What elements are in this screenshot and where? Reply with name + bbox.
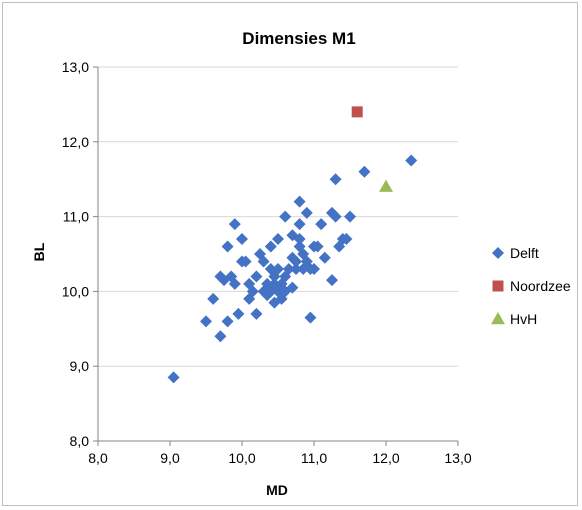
- legend-item-noordzee: Noordzee: [492, 278, 571, 294]
- y-tick-label: 8,0: [70, 433, 90, 449]
- data-point-delft: [293, 218, 306, 231]
- data-point-delft: [293, 195, 306, 208]
- x-tick-label: 12,0: [372, 450, 399, 466]
- x-tick-label: 13,0: [444, 450, 471, 466]
- data-point-delft: [272, 262, 284, 275]
- x-tick-label: 10,0: [228, 450, 255, 466]
- data-point-delft: [304, 311, 317, 324]
- data-point-delft: [340, 233, 353, 246]
- data-point-delft: [286, 281, 299, 294]
- y-tick-label: 12,0: [62, 134, 89, 150]
- y-tick-label: 11,0: [63, 209, 89, 225]
- gridlines: [98, 66, 458, 367]
- y-tick-label: 9,0: [70, 358, 90, 374]
- data-point-delft: [326, 274, 338, 287]
- data-point-delft: [236, 233, 248, 246]
- data-point-delft: [344, 210, 356, 223]
- data-point-delft: [282, 262, 295, 275]
- data-point-delft: [308, 262, 320, 275]
- data-point-delft: [228, 218, 241, 231]
- legend-marker-noordzee: [492, 280, 504, 292]
- x-tick-label: 8,0: [88, 450, 108, 466]
- data-point-delft: [293, 233, 306, 246]
- data-point-delft: [300, 206, 313, 219]
- data-point-delft: [290, 262, 302, 275]
- data-point-delft: [329, 173, 342, 186]
- data-point-delft: [232, 307, 245, 320]
- axes: [93, 66, 459, 446]
- data-point-delft: [358, 165, 371, 178]
- data-point-delft: [264, 240, 277, 253]
- data-point-delft: [250, 270, 263, 283]
- legend-marker-hvh: [491, 312, 505, 325]
- data-point-delft: [405, 154, 418, 167]
- x-tick-labels: 8,0 9,0 10,0 11,0 12,0 13,0: [88, 450, 472, 466]
- legend-label-delft: Delft: [510, 245, 539, 261]
- data-point-delft: [207, 292, 220, 305]
- legend-marker-delft: [492, 247, 504, 259]
- data-point-delft: [167, 371, 180, 384]
- data-point-delft: [228, 277, 241, 290]
- y-axis-title: BL: [31, 242, 47, 261]
- data-point-delft: [279, 210, 292, 223]
- legend-label-noordzee: Noordzee: [510, 278, 571, 294]
- data-point-delft: [290, 255, 302, 268]
- y-tick-label: 13,0: [62, 59, 89, 75]
- data-point-delft: [221, 240, 234, 253]
- data-point-delft: [318, 251, 331, 264]
- data-point-delft: [329, 210, 342, 223]
- x-axis-title: MD: [266, 482, 288, 498]
- legend: Delft Noordzee HvH: [491, 245, 571, 327]
- data-point-hvh: [379, 179, 393, 192]
- data-point-delft: [239, 255, 252, 268]
- data-point-delft: [246, 285, 259, 298]
- legend-item-hvh: HvH: [491, 311, 537, 327]
- y-tick-label: 10,0: [62, 283, 89, 299]
- data-point-delft: [311, 240, 324, 253]
- data-point-delft: [257, 255, 270, 268]
- x-tick-label: 11,0: [301, 450, 327, 466]
- chart-title: Dimensies M1: [242, 29, 355, 48]
- data-point-delft: [315, 218, 328, 231]
- data-point-delft: [272, 233, 284, 246]
- y-tick-labels: 8,0 9,0 10,0 11,0 12,0 13,0: [62, 59, 89, 449]
- data-point-delft: [200, 315, 212, 328]
- x-tick-label: 9,0: [160, 450, 180, 466]
- data-point-delft: [250, 307, 263, 320]
- data-point-delft: [221, 315, 234, 328]
- legend-item-delft: Delft: [492, 245, 539, 261]
- legend-label-hvh: HvH: [510, 311, 537, 327]
- data-point-delft: [214, 330, 227, 343]
- data-points: [167, 106, 418, 384]
- data-point-noordzee: [351, 106, 363, 118]
